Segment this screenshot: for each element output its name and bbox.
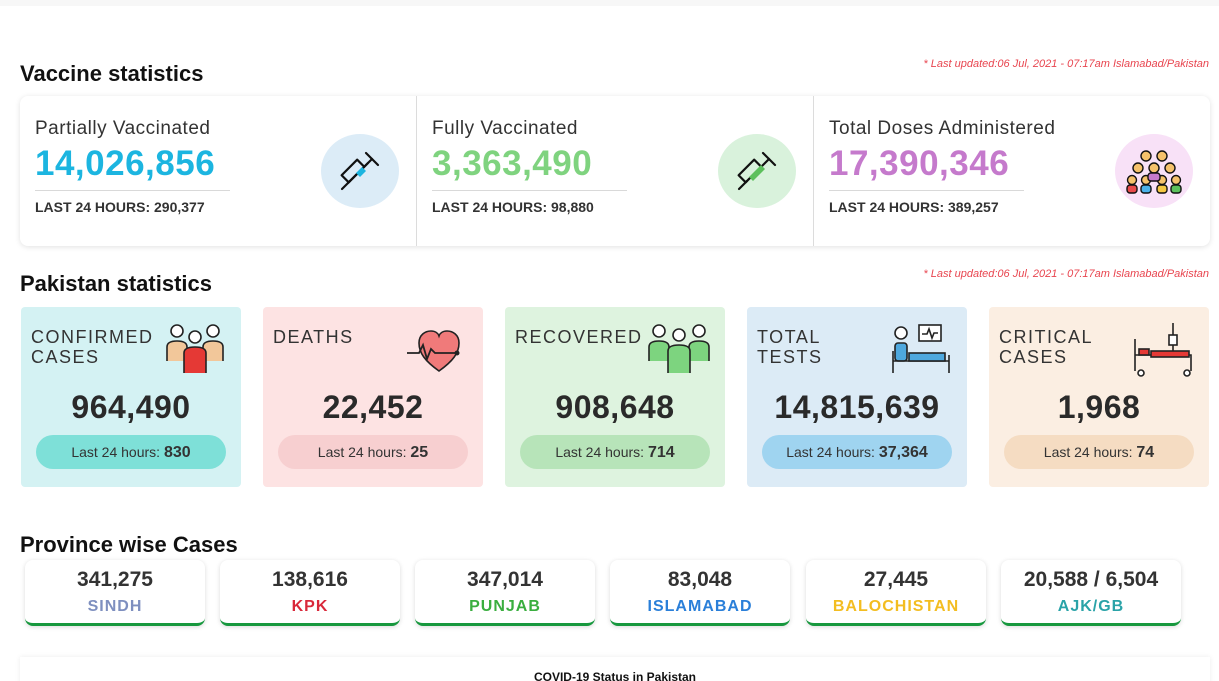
- people-icon: [163, 321, 227, 379]
- stat-label-line1: CRITICAL: [999, 327, 1094, 347]
- deaths-card: DEATHS 22,452 Last 24 hours: 25: [263, 307, 483, 487]
- stat-label-line1: TOTAL: [757, 327, 821, 347]
- recovered-card: RECOVERED 908,648 Last 24 hours: 714: [505, 307, 725, 487]
- province-name: BALOCHISTAN: [832, 598, 960, 615]
- province-name: SINDH: [87, 598, 143, 615]
- pakistan-last-updated: * Last updated:06 Jul, 2021 - 07:17am Is…: [923, 268, 1209, 280]
- province-card-kpk[interactable]: 138,616 KPK: [220, 560, 400, 626]
- stat-last-24h: LAST 24 HOURS: 290,377: [35, 199, 205, 215]
- province-value: 138,616: [272, 568, 348, 591]
- divider: [35, 190, 230, 191]
- stat-value: 22,452: [322, 389, 424, 425]
- partially-vaccinated-stat: Partially Vaccinated 14,026,856 LAST 24 …: [20, 96, 416, 246]
- status-panel-title: COVID-19 Status in Pakistan: [533, 670, 697, 681]
- pill-value: 830: [163, 444, 191, 461]
- total-doses-stat: Total Doses Administered 17,390,346 LAST…: [813, 96, 1210, 246]
- pill-label: Last 24 hours:: [1043, 444, 1137, 460]
- province-card-sindh[interactable]: 341,275 SINDH: [25, 560, 205, 626]
- vaccine-card: Partially Vaccinated 14,026,856 LAST 24 …: [20, 96, 1210, 246]
- province-section-title: Province wise Cases: [20, 532, 238, 557]
- heartbeat-icon: [405, 321, 469, 379]
- stat-label: CONFIRMED CASES: [31, 327, 154, 367]
- patient-monitor-icon: [889, 321, 953, 379]
- stat-label: Fully Vaccinated: [432, 118, 578, 139]
- province-value: 83,048: [667, 568, 733, 591]
- province-name: ISLAMABAD: [647, 598, 753, 615]
- syringe-icon: [718, 134, 796, 208]
- province-name: AJK/GB: [1057, 598, 1125, 615]
- province-value: 20,588 / 6,504: [1023, 568, 1159, 591]
- province-value: 341,275: [77, 568, 153, 591]
- pill-label: Last 24 hours:: [317, 444, 411, 460]
- stat-label: Total Doses Administered: [829, 118, 1056, 139]
- province-value: 347,014: [467, 568, 543, 591]
- province-card-ajk-gb[interactable]: 20,588 / 6,504 AJK/GB: [1001, 560, 1181, 626]
- pill-value: 74: [1136, 444, 1155, 461]
- stat-label-line2: CASES: [999, 347, 1068, 367]
- last-24h-pill: Last 24 hours: 714: [520, 435, 710, 469]
- province-card-punjab[interactable]: 347,014 PUNJAB: [415, 560, 595, 626]
- syringe-icon: [321, 134, 399, 208]
- stat-label-line2: TESTS: [757, 347, 823, 367]
- stat-label-line1: CONFIRMED: [31, 327, 154, 347]
- pill-value: 25: [410, 444, 429, 461]
- status-panel: COVID-19 Status in Pakistan: [20, 657, 1210, 681]
- stat-value: 908,648: [555, 389, 675, 425]
- stat-label: DEATHS: [273, 327, 354, 347]
- stat-value: 1,968: [1057, 389, 1141, 425]
- stat-last-24h: LAST 24 HOURS: 98,880: [432, 199, 594, 215]
- critical-cases-card: CRITICAL CASES 1,968 Last 24 hours: 74: [989, 307, 1209, 487]
- stat-label-line1: DEATHS: [273, 327, 354, 347]
- last-24h-pill: Last 24 hours: 74: [1004, 435, 1194, 469]
- divider: [432, 190, 627, 191]
- last-24h-pill: Last 24 hours: 25: [278, 435, 468, 469]
- hospital-bed-icon: [1131, 321, 1195, 379]
- province-card-islamabad[interactable]: 83,048 ISLAMABAD: [610, 560, 790, 626]
- stat-value: 14,815,639: [774, 389, 940, 425]
- stat-value: 17,390,346: [829, 144, 1010, 183]
- stat-label-line1: RECOVERED: [515, 327, 643, 347]
- stat-last-24h: LAST 24 HOURS: 389,257: [829, 199, 999, 215]
- fully-vaccinated-stat: Fully Vaccinated 3,363,490 LAST 24 HOURS…: [416, 96, 813, 246]
- province-card-balochistan[interactable]: 27,445 BALOCHISTAN: [806, 560, 986, 626]
- province-value: 27,445: [863, 568, 929, 591]
- vaccine-section-title: Vaccine statistics: [20, 61, 204, 86]
- last-24h-pill: Last 24 hours: 37,364: [762, 435, 952, 469]
- divider: [829, 190, 1024, 191]
- stat-label: TOTAL TESTS: [757, 327, 823, 367]
- vaccine-last-updated: * Last updated:06 Jul, 2021 - 07:17am Is…: [923, 58, 1209, 70]
- pakistan-section-title: Pakistan statistics: [20, 271, 212, 296]
- stat-label: Partially Vaccinated: [35, 118, 211, 139]
- pill-label: Last 24 hours:: [71, 444, 164, 460]
- stat-label-line2: CASES: [31, 347, 100, 367]
- crowd-icon: [1115, 134, 1193, 208]
- pill-value: 714: [647, 444, 675, 461]
- stat-label: RECOVERED: [515, 327, 643, 347]
- last-24h-pill: Last 24 hours: 830: [36, 435, 226, 469]
- confirmed-cases-card: CONFIRMED CASES 964,490 Last 24 hours: 83…: [21, 307, 241, 487]
- recovered-people-icon: [647, 321, 711, 379]
- total-tests-card: TOTAL TESTS 14,815,639 Last 24 hours: 37,…: [747, 307, 967, 487]
- stat-value: 964,490: [71, 389, 191, 425]
- province-name: KPK: [291, 598, 329, 615]
- pill-label: Last 24 hours:: [786, 444, 879, 460]
- pill-label: Last 24 hours:: [555, 444, 648, 460]
- stat-value: 14,026,856: [35, 144, 216, 183]
- stat-label: CRITICAL CASES: [999, 327, 1093, 367]
- province-name: PUNJAB: [469, 598, 541, 615]
- top-bar: [0, 0, 1219, 6]
- stat-value: 3,363,490: [432, 144, 593, 183]
- pill-value: 37,364: [878, 444, 928, 461]
